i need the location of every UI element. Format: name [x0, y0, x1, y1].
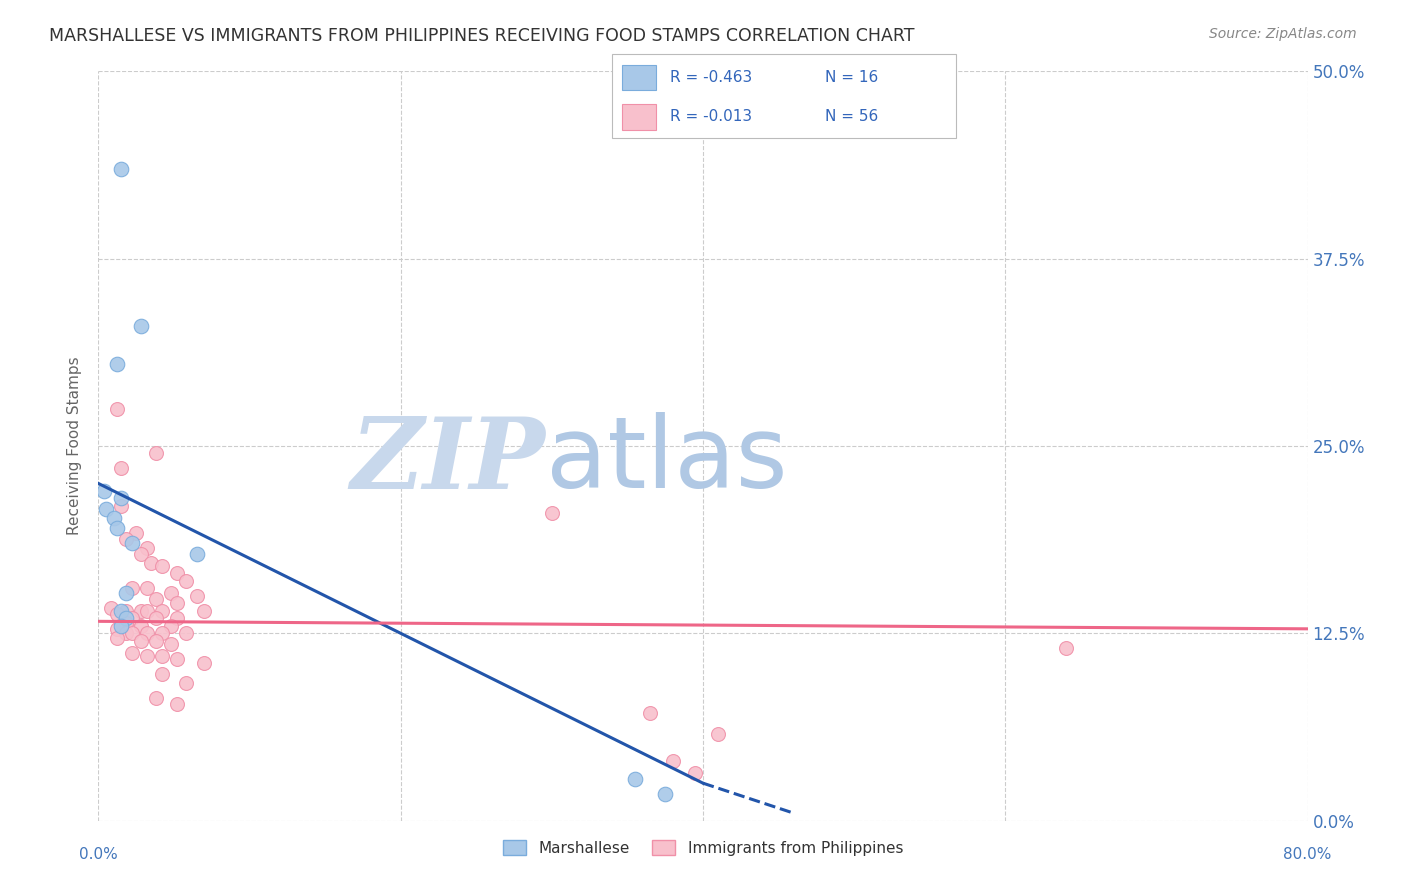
Point: [150, 648, 173, 663]
Point: [540, 507, 562, 521]
Point: [145, 633, 167, 648]
Point: [135, 626, 157, 640]
Point: [150, 666, 173, 681]
Point: [110, 161, 132, 176]
Point: [160, 637, 183, 651]
Point: [150, 558, 173, 573]
Point: [105, 631, 128, 645]
Text: atlas: atlas: [546, 412, 787, 509]
Point: [661, 754, 683, 768]
Point: [121, 646, 143, 660]
Point: [135, 582, 157, 596]
Point: [114, 604, 136, 618]
Point: [707, 727, 730, 741]
Point: [121, 611, 143, 625]
Point: [105, 607, 128, 621]
Point: [638, 706, 661, 720]
Text: 0.0%: 0.0%: [79, 847, 118, 862]
Text: R = -0.013: R = -0.013: [671, 109, 752, 124]
Point: [114, 586, 136, 600]
Text: 80.0%: 80.0%: [1284, 847, 1331, 862]
Bar: [621, 104, 657, 130]
Point: [193, 604, 215, 618]
Text: N = 16: N = 16: [825, 70, 879, 85]
Point: [110, 491, 132, 506]
Point: [114, 611, 136, 625]
Point: [135, 604, 157, 618]
Point: [105, 622, 128, 636]
Point: [105, 401, 128, 416]
Point: [174, 675, 197, 690]
Point: [105, 357, 128, 371]
Point: [150, 626, 173, 640]
Point: [100, 600, 122, 615]
Point: [121, 582, 143, 596]
Point: [135, 541, 157, 555]
Point: [160, 619, 183, 633]
Point: [121, 536, 143, 550]
Point: [654, 787, 676, 801]
Point: [145, 690, 167, 705]
Point: [150, 604, 173, 618]
Bar: [621, 64, 657, 90]
Point: [129, 547, 152, 561]
Point: [145, 446, 167, 460]
Point: [103, 511, 125, 525]
Text: Source: ZipAtlas.com: Source: ZipAtlas.com: [1209, 27, 1357, 41]
Legend: Marshallese, Immigrants from Philippines: Marshallese, Immigrants from Philippines: [496, 833, 910, 862]
Point: [166, 596, 188, 610]
Point: [121, 626, 143, 640]
Point: [94, 502, 117, 516]
Point: [110, 499, 132, 513]
Point: [135, 648, 157, 663]
Point: [174, 626, 197, 640]
Point: [114, 615, 136, 630]
Point: [110, 461, 132, 475]
Point: [193, 657, 215, 671]
Point: [166, 566, 188, 581]
Point: [685, 765, 707, 780]
Point: [186, 589, 208, 603]
Point: [129, 319, 152, 334]
Point: [129, 633, 152, 648]
Text: R = -0.463: R = -0.463: [671, 70, 752, 85]
Point: [129, 604, 152, 618]
Point: [174, 574, 197, 588]
Point: [114, 626, 136, 640]
Point: [160, 586, 183, 600]
Point: [110, 604, 132, 618]
Point: [125, 525, 148, 540]
Point: [93, 483, 115, 498]
Point: [105, 521, 128, 535]
Point: [114, 532, 136, 546]
Point: [1054, 641, 1077, 656]
Text: ZIP: ZIP: [352, 413, 546, 509]
Point: [166, 697, 188, 711]
Y-axis label: Receiving Food Stamps: Receiving Food Stamps: [67, 357, 83, 535]
Point: [110, 619, 132, 633]
Point: [145, 591, 167, 606]
Point: [624, 772, 647, 786]
Point: [129, 619, 152, 633]
Text: MARSHALLESE VS IMMIGRANTS FROM PHILIPPINES RECEIVING FOOD STAMPS CORRELATION CHA: MARSHALLESE VS IMMIGRANTS FROM PHILIPPIN…: [49, 27, 915, 45]
Point: [141, 556, 163, 570]
Point: [186, 547, 208, 561]
Point: [166, 611, 188, 625]
Point: [145, 611, 167, 625]
Text: N = 56: N = 56: [825, 109, 879, 124]
Point: [166, 652, 188, 666]
